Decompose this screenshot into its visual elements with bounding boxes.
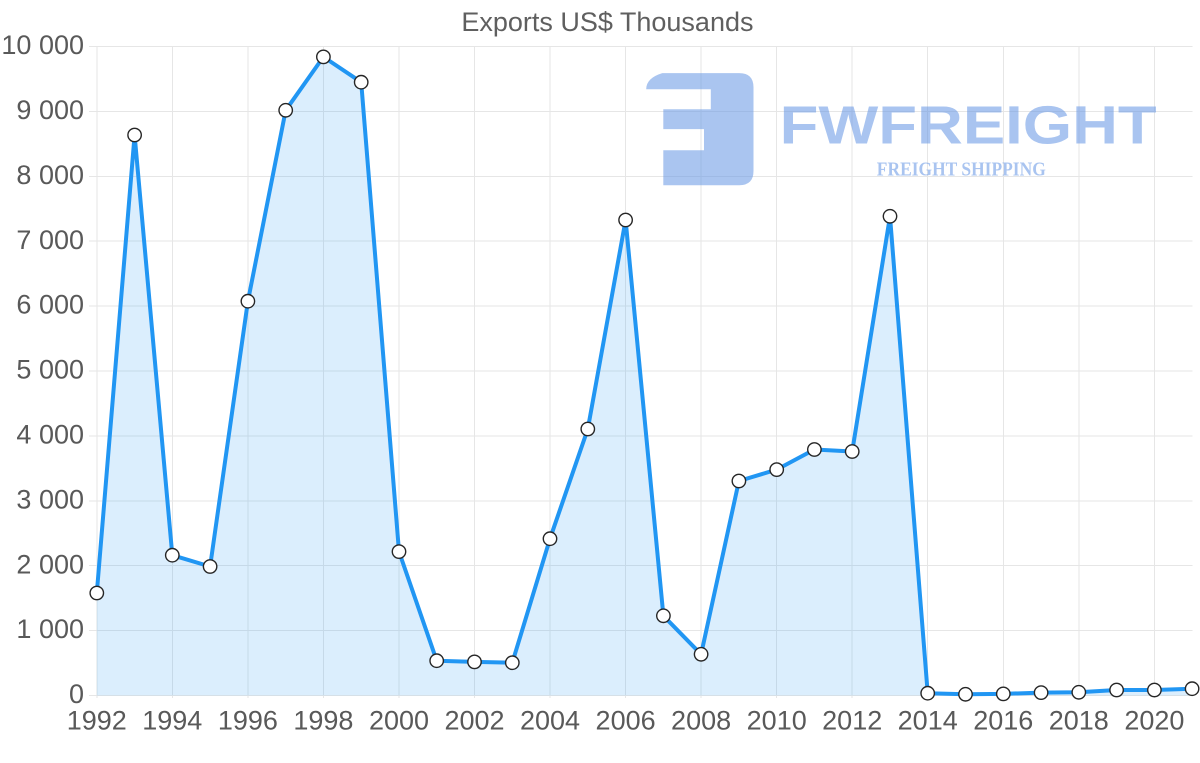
svg-text:6 000: 6 000 bbox=[16, 290, 84, 320]
svg-text:1994: 1994 bbox=[142, 706, 202, 736]
svg-text:8 000: 8 000 bbox=[16, 160, 84, 190]
svg-text:2006: 2006 bbox=[596, 706, 656, 736]
svg-text:2012: 2012 bbox=[822, 706, 882, 736]
svg-text:3 000: 3 000 bbox=[16, 484, 84, 514]
svg-text:2008: 2008 bbox=[671, 706, 731, 736]
svg-text:1996: 1996 bbox=[218, 706, 278, 736]
svg-text:Exports US$ Thousands: Exports US$ Thousands bbox=[461, 7, 753, 37]
svg-text:2 000: 2 000 bbox=[16, 549, 84, 579]
svg-text:2018: 2018 bbox=[1049, 706, 1109, 736]
svg-text:1998: 1998 bbox=[293, 706, 353, 736]
svg-text:10 000: 10 000 bbox=[1, 30, 84, 60]
svg-text:2010: 2010 bbox=[747, 706, 807, 736]
svg-text:2016: 2016 bbox=[973, 706, 1033, 736]
svg-text:1 000: 1 000 bbox=[16, 614, 84, 644]
svg-text:FREIGHT SHIPPING: FREIGHT SHIPPING bbox=[877, 158, 1046, 180]
svg-text:7 000: 7 000 bbox=[16, 225, 84, 255]
svg-text:5 000: 5 000 bbox=[16, 355, 84, 385]
svg-text:FWFREIGHT: FWFREIGHT bbox=[780, 96, 1157, 156]
svg-text:9 000: 9 000 bbox=[16, 95, 84, 125]
svg-text:1992: 1992 bbox=[67, 706, 127, 736]
svg-text:2000: 2000 bbox=[369, 706, 429, 736]
svg-text:2014: 2014 bbox=[898, 706, 958, 736]
svg-text:0: 0 bbox=[69, 679, 84, 709]
svg-text:4 000: 4 000 bbox=[16, 420, 84, 450]
svg-text:2004: 2004 bbox=[520, 706, 580, 736]
svg-text:2002: 2002 bbox=[444, 706, 504, 736]
svg-text:2020: 2020 bbox=[1124, 706, 1184, 736]
